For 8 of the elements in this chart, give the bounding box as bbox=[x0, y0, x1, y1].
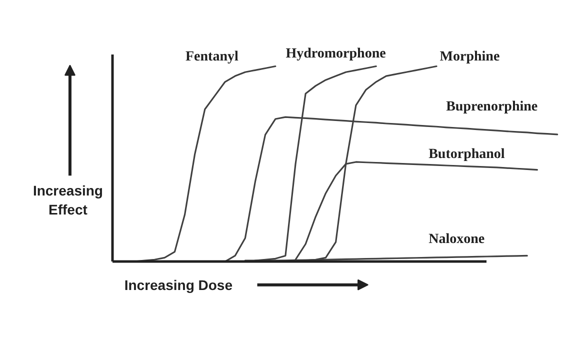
series-label: Fentanyl bbox=[186, 50, 239, 65]
series-label: Morphine bbox=[440, 50, 500, 65]
series-label: Hydromorphone bbox=[286, 46, 386, 62]
series-label: Buprenorphine bbox=[446, 99, 538, 114]
x-axis-title: Increasing Dose bbox=[124, 276, 233, 293]
series-label: Butorphanol bbox=[428, 146, 505, 162]
series-label: Naloxone bbox=[428, 232, 485, 247]
y-axis-title: Increasing Effect bbox=[32, 182, 103, 218]
